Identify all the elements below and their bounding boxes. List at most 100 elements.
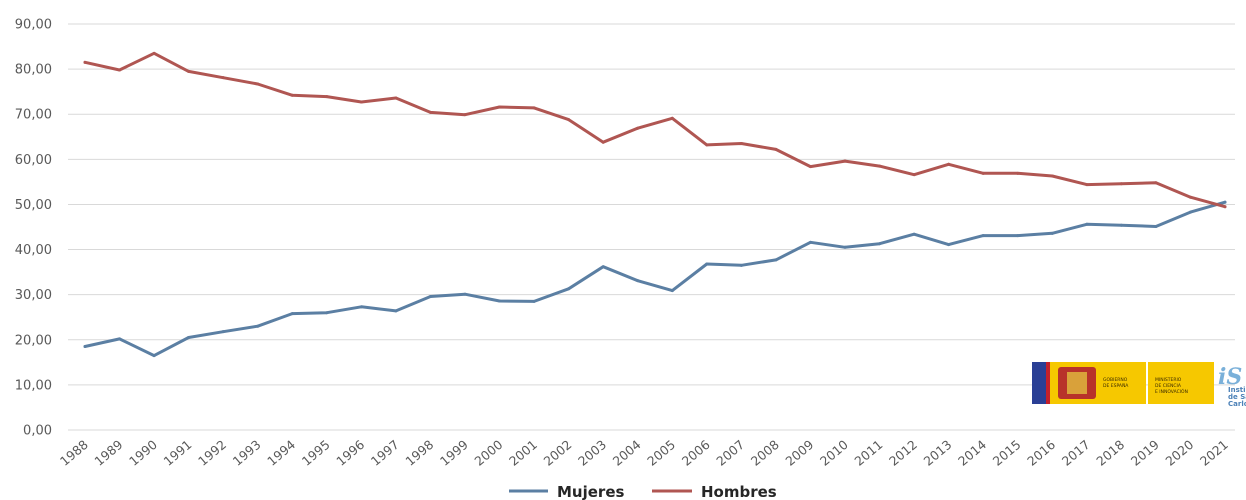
legend-label-hombres: Hombres xyxy=(701,483,777,500)
data-point-mujeres xyxy=(636,279,640,283)
series-lines xyxy=(83,51,1227,358)
data-point-mujeres xyxy=(1188,210,1192,214)
data-point-mujeres xyxy=(981,234,985,238)
x-tick-label: 2002 xyxy=(541,437,575,469)
data-point-mujeres xyxy=(256,324,260,328)
data-point-hombres xyxy=(221,76,225,80)
x-tick-label: 2013 xyxy=(921,437,955,469)
logo-ministerio-line3: E INNOVACIÓN xyxy=(1155,388,1188,395)
data-point-hombres xyxy=(83,60,87,64)
data-point-mujeres xyxy=(1016,234,1020,238)
data-point-mujeres xyxy=(808,240,812,244)
data-point-hombres xyxy=(428,110,432,114)
x-tick-label: 1989 xyxy=(91,437,125,469)
logo-red-bar xyxy=(1046,362,1050,404)
data-point-hombres xyxy=(1188,195,1192,199)
data-point-mujeres xyxy=(1154,225,1158,229)
x-tick-label: 2011 xyxy=(851,437,885,469)
institute-line3: Carlo xyxy=(1228,400,1246,408)
data-point-hombres xyxy=(1119,182,1123,186)
x-tick-label: 1998 xyxy=(402,437,436,469)
x-tick-label: 1997 xyxy=(368,437,402,469)
y-tick-label: 30,00 xyxy=(15,288,52,303)
data-point-hombres xyxy=(532,106,536,110)
y-tick-label: 50,00 xyxy=(15,198,52,213)
data-point-hombres xyxy=(498,105,502,109)
x-tick-label: 1992 xyxy=(195,437,229,469)
y-tick-label: 10,00 xyxy=(15,378,52,393)
data-point-mujeres xyxy=(532,299,536,303)
data-point-hombres xyxy=(878,164,882,168)
data-point-mujeres xyxy=(843,245,847,249)
logo-ministerio-line1: MINISTERIO xyxy=(1155,377,1182,383)
x-tick-label: 2019 xyxy=(1128,437,1162,469)
legend-label-mujeres: Mujeres xyxy=(557,483,624,500)
y-axis-tick-labels: 0,00 10,00 20,00 30,00 40,00 50,00 60,00 70,00 8… xyxy=(15,18,52,439)
data-point-hombres xyxy=(981,171,985,175)
x-tick-label: 1999 xyxy=(437,437,471,469)
data-point-mujeres xyxy=(83,345,87,349)
x-tick-label: 2003 xyxy=(575,437,609,469)
data-point-mujeres xyxy=(118,337,122,341)
x-tick-label: 1995 xyxy=(299,437,333,469)
institute-mark-icon: iS xyxy=(1218,364,1242,390)
data-point-mujeres xyxy=(670,289,674,293)
data-point-mujeres xyxy=(601,265,605,269)
x-tick-label: 1990 xyxy=(126,437,160,469)
data-point-hombres xyxy=(1154,181,1158,185)
x-tick-label: 1996 xyxy=(333,437,367,469)
institute-line1: Insti xyxy=(1228,386,1246,394)
x-tick-label: 1993 xyxy=(230,437,264,469)
data-point-hombres xyxy=(636,126,640,130)
x-tick-label: 2018 xyxy=(1093,437,1127,469)
x-tick-label: 2008 xyxy=(748,437,782,469)
data-point-mujeres xyxy=(325,311,329,315)
y-tick-label: 20,00 xyxy=(15,333,52,348)
x-axis-tick-labels: 1988 1989 1990 1991 1992 1993 1994 1995 1996 1997… xyxy=(57,437,1231,469)
data-point-hombres xyxy=(601,140,605,144)
ministerio-panel xyxy=(1148,362,1214,404)
y-tick-label: 70,00 xyxy=(15,108,52,123)
x-tick-label: 2000 xyxy=(471,437,505,469)
data-point-mujeres xyxy=(878,242,882,246)
data-point-hombres xyxy=(325,95,329,99)
y-tick-label: 90,00 xyxy=(15,18,52,33)
data-point-mujeres xyxy=(187,336,191,340)
x-tick-label: 2006 xyxy=(679,437,713,469)
ministry-logo: GOBIERNO DE ESPAÑA MINISTERIO DE CIENCIA… xyxy=(1032,362,1246,408)
y-tick-label: 40,00 xyxy=(15,243,52,258)
data-point-mujeres xyxy=(359,305,363,309)
series-line-mujeres xyxy=(83,200,1227,358)
x-tick-label: 2016 xyxy=(1024,437,1058,469)
x-tick-label: 2001 xyxy=(506,437,540,469)
data-point-mujeres xyxy=(1119,223,1123,227)
coat-of-arms-shield xyxy=(1067,372,1087,394)
data-point-mujeres xyxy=(1223,200,1227,204)
x-tick-label: 2009 xyxy=(782,437,816,469)
logo-ministerio-line2: DE CIENCIA xyxy=(1155,383,1182,389)
data-point-hombres xyxy=(463,113,467,117)
data-point-hombres xyxy=(394,96,398,100)
data-point-mujeres xyxy=(912,232,916,236)
logo-gobierno-line1: GOBIERNO xyxy=(1103,377,1128,383)
data-point-hombres xyxy=(774,147,778,151)
x-tick-label: 2021 xyxy=(1197,437,1231,469)
data-point-hombres xyxy=(290,93,294,97)
data-point-mujeres xyxy=(152,354,156,358)
x-tick-label: 2015 xyxy=(990,437,1024,469)
x-tick-label: 2020 xyxy=(1162,437,1196,469)
x-tick-label: 2010 xyxy=(817,437,851,469)
data-point-mujeres xyxy=(290,312,294,316)
data-point-mujeres xyxy=(1050,231,1054,235)
gridlines xyxy=(68,23,1235,431)
data-point-hombres xyxy=(947,162,951,166)
data-point-hombres xyxy=(256,82,260,86)
data-point-hombres xyxy=(843,159,847,163)
data-point-mujeres xyxy=(498,299,502,303)
data-point-hombres xyxy=(118,68,122,72)
data-point-mujeres xyxy=(394,309,398,313)
data-point-hombres xyxy=(359,100,363,104)
data-point-hombres xyxy=(739,142,743,146)
institute-line2: de Sa xyxy=(1228,393,1246,401)
